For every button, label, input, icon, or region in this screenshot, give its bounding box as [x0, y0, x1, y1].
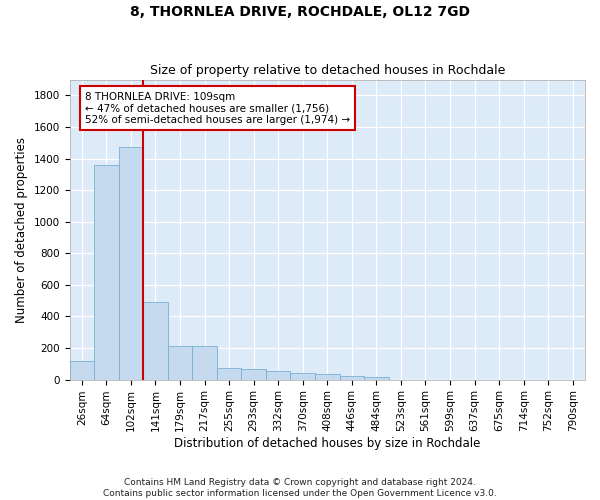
Bar — [192, 346, 217, 380]
Text: 8, THORNLEA DRIVE, ROCHDALE, OL12 7GD: 8, THORNLEA DRIVE, ROCHDALE, OL12 7GD — [130, 5, 470, 19]
Bar — [266, 371, 290, 380]
Y-axis label: Number of detached properties: Number of detached properties — [15, 136, 28, 322]
Text: 8 THORNLEA DRIVE: 109sqm
← 47% of detached houses are smaller (1,756)
52% of sem: 8 THORNLEA DRIVE: 109sqm ← 47% of detach… — [85, 92, 350, 125]
Bar — [364, 377, 389, 380]
Bar — [290, 374, 315, 380]
Bar — [340, 376, 364, 380]
Bar — [217, 368, 241, 380]
Title: Size of property relative to detached houses in Rochdale: Size of property relative to detached ho… — [149, 64, 505, 77]
Text: Contains HM Land Registry data © Crown copyright and database right 2024.
Contai: Contains HM Land Registry data © Crown c… — [103, 478, 497, 498]
Bar — [143, 302, 168, 380]
Bar — [241, 370, 266, 380]
Bar — [315, 374, 340, 380]
Bar — [94, 165, 119, 380]
X-axis label: Distribution of detached houses by size in Rochdale: Distribution of detached houses by size … — [174, 437, 481, 450]
Bar — [70, 360, 94, 380]
Bar — [119, 148, 143, 380]
Bar — [168, 346, 192, 380]
